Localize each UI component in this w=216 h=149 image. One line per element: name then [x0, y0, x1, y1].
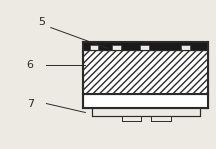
Bar	[83, 94, 208, 108]
Bar	[90, 45, 98, 49]
Bar	[140, 45, 149, 49]
Bar	[151, 116, 171, 121]
Text: 5: 5	[39, 17, 46, 27]
Bar	[181, 45, 190, 49]
Bar	[122, 116, 141, 121]
Text: 6: 6	[27, 60, 34, 70]
Text: 7: 7	[27, 98, 34, 109]
Bar	[83, 50, 208, 94]
Bar	[83, 42, 208, 50]
Bar	[112, 45, 121, 49]
Bar	[92, 108, 200, 116]
